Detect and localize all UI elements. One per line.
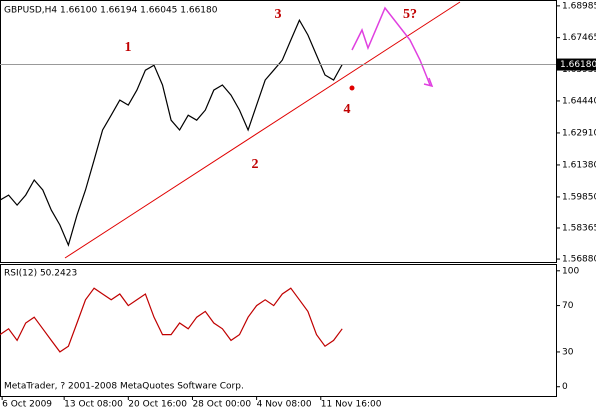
y-tick-label: 1.67465 [562,33,596,43]
wave-label: 1 [125,40,132,55]
wave-label: 2 [252,157,259,172]
wave-label: 4 [344,102,351,117]
x-tick-label: 20 Oct 16:00 [128,400,187,410]
marker-dot [349,85,355,91]
y-tick-label: 1.62910 [562,128,596,138]
wave-label: 3 [275,7,282,22]
y-tick-label: 70 [562,301,574,311]
y-tick-label: 1.61380 [562,160,596,170]
x-tick-label: 4 Nov 08:00 [257,400,312,410]
x-tick-label: 28 Oct 00:00 [192,400,251,410]
x-tick-label: 6 Oct 2009 [2,400,52,410]
series-line [0,18,343,247]
y-tick-label: 100 [562,266,579,276]
rsi-title: RSI(12) 50.2423 [4,269,77,279]
last-price-box [557,58,596,71]
y-tick-label: 1.68985 [562,1,596,11]
last-price-label: 1.66180 [560,60,596,70]
trend-line [64,1,461,259]
y-tick-label: 1.56880 [562,255,596,265]
rsi-panel [0,264,557,397]
y-tick-label: 30 [562,347,574,357]
price-panel [0,0,557,263]
copyright: MetaTrader, ? 2001-2008 MetaQuotes Softw… [4,382,244,392]
price-title: GBPUSD,H4 1.66100 1.66194 1.66045 1.6618… [4,6,218,16]
y-tick-label: 0 [562,382,568,392]
series-line [0,287,343,353]
y-tick-label: 1.64440 [562,96,596,106]
wave-label: 5? [403,7,417,22]
y-tick-label: 1.59850 [562,192,596,202]
x-tick-label: 13 Oct 08:00 [64,400,123,410]
arrow-head [423,77,434,88]
y-tick-label: 1.58365 [562,224,596,234]
projection-arrow [351,6,431,86]
x-tick-label: 11 Nov 16:00 [321,400,382,410]
